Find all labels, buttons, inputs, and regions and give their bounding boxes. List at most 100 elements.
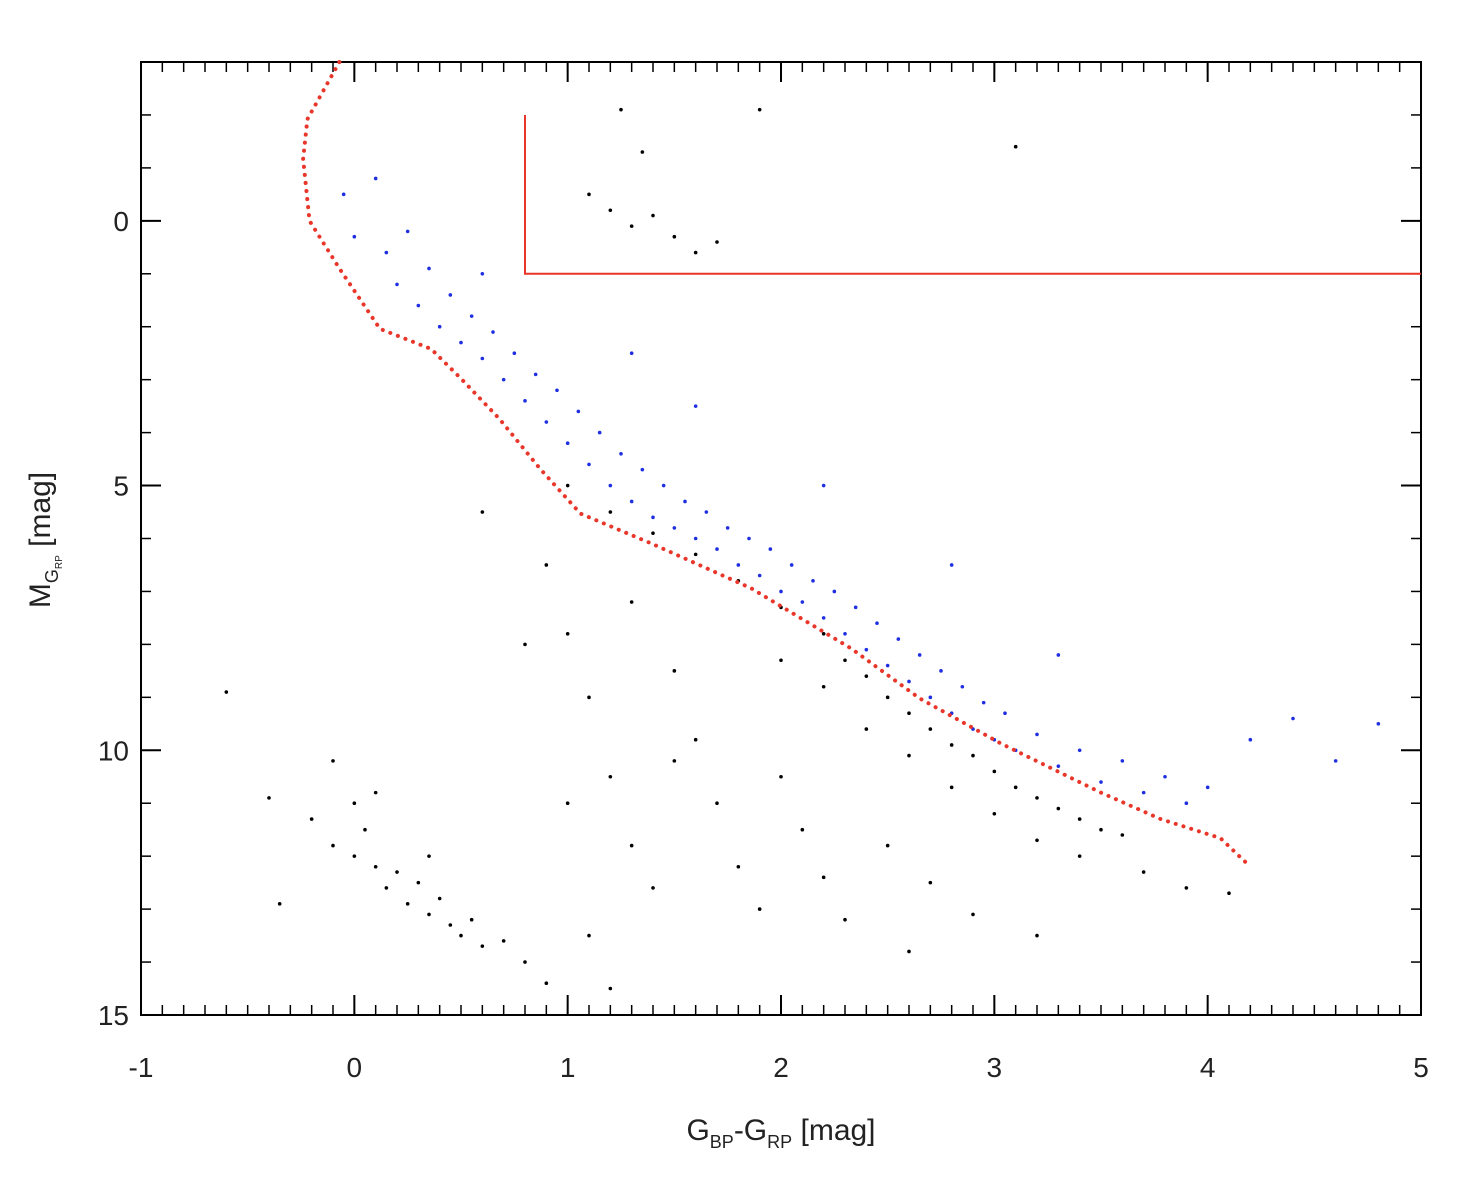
data-point — [331, 759, 335, 763]
data-point — [363, 827, 367, 832]
data-point — [907, 753, 911, 758]
data-point — [448, 923, 453, 927]
data-point — [747, 536, 751, 541]
data-point — [736, 864, 741, 869]
data-point — [789, 563, 794, 567]
data-point — [480, 356, 485, 361]
plot-frame — [140, 61, 1422, 1016]
data-point — [395, 870, 399, 874]
y-tick-label: 5 — [113, 471, 129, 502]
data-point — [1035, 732, 1039, 737]
data-point — [587, 192, 591, 197]
data-point — [629, 351, 634, 355]
data-point — [1333, 759, 1338, 763]
data-point — [693, 737, 698, 742]
y-tick-label: 15 — [98, 1000, 129, 1031]
data-point — [1035, 838, 1039, 843]
data-point — [608, 774, 613, 779]
data-point — [1077, 817, 1082, 821]
data-point — [693, 250, 698, 255]
data-point — [523, 960, 527, 964]
data-point — [459, 340, 463, 345]
data-point — [267, 796, 271, 800]
data-point — [1003, 711, 1007, 716]
data-point — [1141, 870, 1146, 874]
data-point — [821, 875, 826, 880]
data-point — [437, 324, 442, 329]
data-point — [651, 515, 655, 520]
data-point — [907, 949, 911, 954]
data-point — [640, 150, 645, 154]
data-point — [352, 854, 357, 858]
y-axis-label: MGRP [mag] — [24, 472, 65, 608]
data-point — [843, 632, 847, 636]
data-point — [757, 573, 762, 578]
data-point — [629, 843, 634, 848]
data-point — [629, 600, 634, 604]
data-point — [672, 234, 677, 239]
data-point — [672, 759, 677, 763]
data-point — [608, 483, 613, 488]
data-point — [821, 632, 826, 636]
data-point — [480, 271, 485, 276]
x-tick-label: 2 — [773, 1052, 789, 1083]
data-point — [736, 563, 741, 567]
data-point — [693, 536, 698, 541]
data-point — [587, 933, 591, 938]
data-point — [544, 981, 549, 986]
data-point — [469, 314, 474, 318]
data-point — [907, 679, 911, 684]
data-point — [395, 282, 399, 287]
data-point — [331, 843, 335, 848]
data-point — [1141, 790, 1146, 795]
data-point — [907, 711, 911, 716]
data-point — [672, 669, 677, 673]
data-point — [1227, 891, 1231, 896]
data-point — [757, 107, 762, 112]
data-point — [779, 589, 783, 594]
data-point — [875, 621, 879, 626]
data-point — [1099, 780, 1103, 784]
data-point — [800, 600, 805, 604]
data-point — [885, 843, 890, 848]
data-point — [651, 886, 655, 890]
data-point — [928, 880, 933, 885]
x-tick-label: 4 — [1200, 1052, 1216, 1083]
x-tick-label: 0 — [347, 1052, 363, 1083]
data-point — [523, 642, 527, 647]
data-point — [981, 700, 986, 705]
data-point — [533, 372, 538, 377]
data-point — [683, 499, 687, 504]
data-point — [405, 229, 410, 234]
data-point — [821, 616, 826, 620]
data-point — [352, 234, 357, 239]
data-point — [512, 351, 517, 355]
data-point — [576, 409, 581, 414]
data-point — [629, 224, 634, 228]
data-point — [480, 510, 485, 514]
y-label-part: RP — [54, 555, 65, 569]
data-point — [704, 510, 709, 514]
x-label-part: -G — [734, 1114, 767, 1147]
data-point — [1056, 653, 1061, 657]
data-point — [277, 902, 282, 906]
x-tick-label: 1 — [560, 1052, 576, 1083]
data-point — [715, 240, 719, 244]
data-point — [501, 939, 506, 943]
data-point — [821, 483, 826, 488]
data-point — [928, 727, 933, 731]
data-point — [864, 674, 869, 678]
data-point — [843, 917, 847, 922]
x-tick-label: -1 — [129, 1052, 154, 1083]
data-point — [693, 404, 698, 408]
data-point — [1163, 774, 1167, 779]
selection-line — [524, 114, 1421, 275]
data-point — [928, 695, 933, 700]
data-point — [1291, 716, 1295, 721]
data-point — [757, 907, 762, 911]
data-point — [565, 483, 570, 488]
data-point — [448, 293, 453, 297]
data-point — [341, 192, 346, 197]
data-point — [768, 547, 773, 551]
